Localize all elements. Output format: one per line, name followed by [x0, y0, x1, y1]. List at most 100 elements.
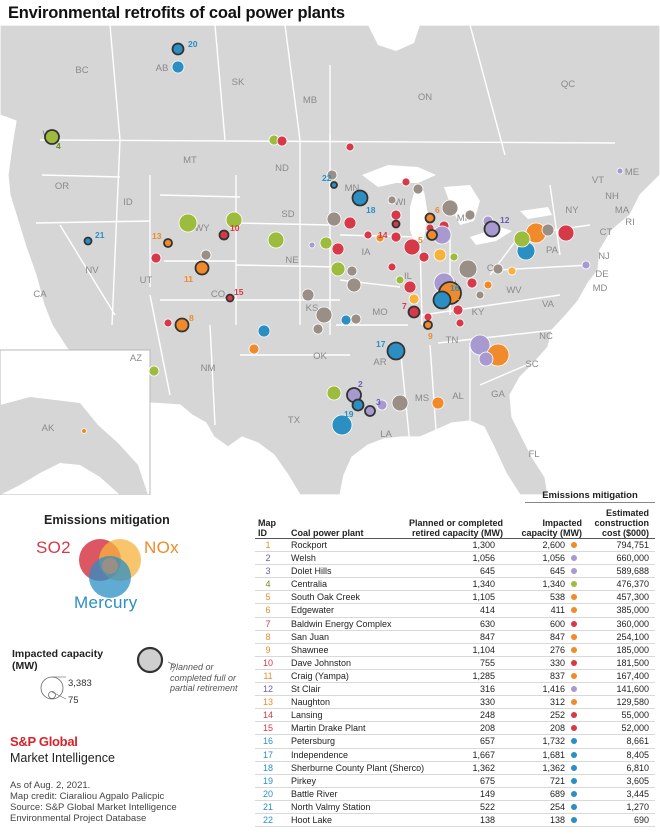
- plant-bubble[interactable]: [466, 277, 478, 289]
- plant-bubble[interactable]: [308, 241, 316, 249]
- plant-bubble[interactable]: [363, 230, 373, 240]
- plant-bubble[interactable]: [81, 428, 87, 434]
- plant-marker-10[interactable]: [218, 229, 230, 241]
- table-row: 18 Sherburne County Plant (Sherco) 1,362 1,…: [255, 762, 655, 775]
- plant-bubble[interactable]: [225, 211, 243, 229]
- plant-bubble[interactable]: [403, 280, 417, 294]
- plant-bubble[interactable]: [401, 177, 411, 187]
- cell-impacted: 538: [549, 592, 565, 603]
- table-row: 8 San Juan 847 847 254,100: [255, 631, 655, 644]
- plant-marker-22[interactable]: [330, 181, 338, 189]
- plant-marker-17[interactable]: [386, 341, 406, 361]
- plant-bubble[interactable]: [326, 169, 338, 181]
- plant-bubble[interactable]: [403, 238, 421, 256]
- plant-bubble[interactable]: [395, 275, 405, 285]
- plant-bubble[interactable]: [267, 231, 285, 249]
- plant-bubble[interactable]: [326, 385, 342, 401]
- plant-marker-9[interactable]: [423, 320, 433, 330]
- cell-impacted: 645: [549, 566, 565, 577]
- region-label: TX: [288, 415, 301, 426]
- plant-bubble[interactable]: [391, 394, 409, 412]
- mitigation-dot: [571, 790, 577, 797]
- plant-bubble[interactable]: [431, 396, 445, 410]
- plant-bubble[interactable]: [200, 249, 212, 261]
- plant-bubble[interactable]: [331, 414, 353, 436]
- plant-bubble[interactable]: [346, 265, 358, 277]
- plant-bubble[interactable]: [331, 242, 345, 256]
- plant-bubble[interactable]: [507, 266, 517, 276]
- plant-bubble[interactable]: [557, 224, 575, 242]
- plant-bubble[interactable]: [326, 211, 342, 227]
- plant-bubble[interactable]: [312, 323, 324, 335]
- plant-bubble[interactable]: [455, 318, 465, 328]
- plant-bubble[interactable]: [541, 223, 555, 237]
- cell-planned-retired: 1,104: [472, 644, 495, 655]
- plant-bubble[interactable]: [483, 280, 493, 290]
- region-label: OK: [313, 351, 327, 362]
- plant-marker-6[interactable]: [424, 212, 436, 224]
- plant-bubble[interactable]: [513, 230, 531, 248]
- plant-bubble[interactable]: [163, 318, 173, 328]
- plant-marker-15[interactable]: [225, 293, 235, 303]
- plant-bubble[interactable]: [148, 365, 160, 377]
- plant-bubble[interactable]: [423, 312, 433, 322]
- plant-bubble[interactable]: [441, 199, 459, 217]
- plant-marker-7[interactable]: [407, 305, 421, 319]
- plant-bubble[interactable]: [343, 216, 357, 230]
- cell-map-id: 17: [262, 749, 273, 760]
- plant-bubble[interactable]: [330, 261, 346, 277]
- plant-bubble[interactable]: [478, 351, 494, 367]
- plant-marker-19[interactable]: [351, 398, 365, 412]
- plant-marker-8[interactable]: [174, 317, 190, 333]
- plant-bubble[interactable]: [387, 262, 397, 272]
- plant-bubble[interactable]: [390, 209, 402, 221]
- plant-bubble[interactable]: [319, 236, 333, 250]
- cell-plant-name: Rockport: [291, 540, 328, 550]
- plant-bubble[interactable]: [276, 135, 288, 147]
- cell-plant-name: Baldwin Energy Complex: [291, 618, 392, 629]
- plant-bubble[interactable]: [376, 399, 388, 411]
- mitigation-dot: [571, 816, 577, 823]
- plant-bubble[interactable]: [452, 304, 464, 316]
- plant-bubble[interactable]: [345, 142, 355, 152]
- plant-bubble[interactable]: [475, 290, 485, 300]
- plant-bubble[interactable]: [408, 293, 420, 305]
- plant-marker-11[interactable]: [194, 260, 210, 276]
- plant-bubble[interactable]: [350, 313, 362, 325]
- plant-bubble[interactable]: [458, 259, 478, 279]
- plant-bubble[interactable]: [257, 324, 271, 338]
- plant-marker-20[interactable]: [171, 42, 185, 56]
- mitigation-legend-title: Emissions mitigation: [44, 513, 170, 527]
- plant-bubble[interactable]: [412, 183, 424, 195]
- plant-bubble[interactable]: [171, 60, 185, 74]
- plant-bubble[interactable]: [178, 213, 198, 233]
- plant-marker-16[interactable]: [432, 290, 452, 310]
- plant-marker-12[interactable]: [483, 220, 501, 238]
- plant-marker-18[interactable]: [351, 189, 369, 207]
- plant-bubble[interactable]: [150, 252, 162, 264]
- plant-marker-14[interactable]: [391, 219, 401, 229]
- plant-marker-13[interactable]: [163, 238, 173, 248]
- map-canvas: BC AB SK MB ON QC WA OR CA NV ID MT WY U…: [0, 25, 660, 495]
- plant-bubble[interactable]: [301, 288, 315, 302]
- plant-bubble[interactable]: [390, 231, 402, 243]
- plant-bubble[interactable]: [418, 251, 430, 263]
- plant-bubble[interactable]: [248, 343, 260, 355]
- plant-bubble[interactable]: [315, 306, 333, 324]
- plant-marker-4[interactable]: [44, 129, 60, 145]
- plant-bubble[interactable]: [387, 195, 397, 205]
- plant-bubble[interactable]: [492, 263, 504, 275]
- region-label: AK: [42, 423, 55, 434]
- plant-bubble[interactable]: [449, 252, 459, 262]
- plant-bubble[interactable]: [346, 277, 362, 293]
- plant-bubble[interactable]: [464, 209, 476, 221]
- plant-bubble[interactable]: [616, 167, 624, 175]
- plant-marker-21[interactable]: [83, 236, 93, 246]
- plant-bubble[interactable]: [375, 233, 385, 243]
- plant-bubble[interactable]: [581, 260, 591, 270]
- plant-bubble[interactable]: [433, 248, 447, 262]
- plant-bubble[interactable]: [340, 314, 352, 326]
- cell-impacted: 600: [549, 618, 565, 629]
- plant-marker-5[interactable]: [426, 229, 438, 241]
- plant-marker-3[interactable]: [364, 405, 376, 417]
